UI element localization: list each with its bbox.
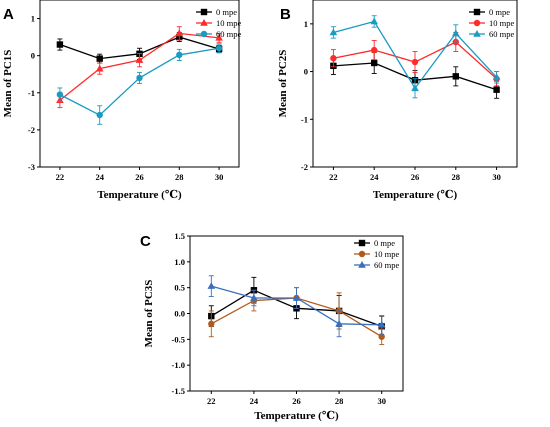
legend-marker [200,8,208,16]
legend-label: 0 mpe [489,7,510,17]
x-axis-title: Temperature (℃) [373,189,458,201]
data-point [215,45,223,52]
series-2 [56,43,223,125]
data-point [56,41,64,48]
y-axis-title: Mean of PC1S [2,50,14,118]
panel-b-chart: B -2 -1 0 1 22 24 26 28 30 Temperature (℃) Mean of … [277,0,518,201]
x-tick-label: 24 [370,172,379,182]
series-2 [207,275,386,338]
y-tick-label: -3 [28,162,35,172]
legend-marker [473,19,481,27]
y-tick-label: -0.5 [172,334,185,344]
y-tick-label: -1 [28,88,35,98]
panel-letter: A [3,6,14,23]
legend-marker [358,239,366,247]
y-tick-label: 0.5 [174,283,185,293]
data-point [56,91,64,98]
y-tick-label: 0 [304,67,308,77]
data-point [377,320,386,328]
y-tick-label: 1 [304,19,308,29]
panel-a-chart: A -3 -2 -1 0 1 22 24 26 28 30 Temperature (℃) Mean o… [2,0,241,201]
legend-marker [358,261,366,268]
data-point [411,58,419,66]
data-point [135,56,144,63]
y-tick-label: -2 [28,125,35,135]
x-tick-label: 26 [135,172,144,182]
x-tick-label: 26 [411,172,420,182]
data-point [95,64,104,72]
data-point [96,111,103,119]
x-axis-title: Temperature (℃) [254,410,339,422]
legend-label: 0 mpe [374,238,395,248]
data-point [292,294,301,301]
data-point [493,86,500,93]
data-point [215,33,223,41]
legend-marker [358,250,366,258]
x-tick-label: 30 [215,172,224,182]
data-point [207,282,216,289]
x-tick-label: 24 [250,396,259,406]
data-point [176,51,183,59]
series-2 [329,15,501,99]
data-point [335,319,343,327]
data-point [175,29,184,37]
legend-label: 10 mpe [489,18,514,28]
y-tick-label: 1 [31,14,35,24]
y-tick-label: -2 [301,162,308,172]
x-tick-label: 28 [335,396,344,406]
data-point [330,55,337,62]
y-axis-title: Mean of PC3S [143,280,155,348]
data-point [371,46,378,54]
y-tick-label: -1.0 [172,360,185,370]
data-point [492,73,501,81]
data-point [329,28,338,36]
legend-label: 0 mpe [216,7,237,17]
x-tick-label: 28 [452,172,461,182]
data-point [136,74,143,82]
data-point [208,320,215,328]
y-tick-label: -1.5 [172,386,185,396]
legend-label: 60 mpe [216,29,241,39]
data-point [452,73,459,80]
x-tick-label: 22 [329,172,338,182]
y-tick-label: -1 [301,114,308,124]
x-tick-label: 30 [492,172,501,182]
y-tick-label: 1.5 [174,231,185,241]
legend-marker [200,19,208,26]
data-point [452,29,460,37]
data-point [371,59,378,67]
series-1 [330,31,500,87]
data-point [411,84,419,92]
y-tick-label: 0 [31,51,35,61]
legend-label: 10 mpe [216,18,241,28]
data-point [378,333,385,340]
x-tick-label: 24 [95,172,104,182]
y-axis-title: Mean of PC2S [277,50,289,118]
data-point [96,55,103,62]
series-1 [56,26,223,109]
panel-c-chart: C -1.5 -1.0 -0.5 0.0 0.5 1.0 1.5 22 24 26 28 30 Tempe… [140,231,404,422]
x-axis-title: Temperature (℃) [97,189,182,201]
legend-label: 60 mpe [489,29,514,39]
x-tick-label: 26 [292,396,301,406]
legend-marker [473,30,481,37]
panel-letter: C [140,233,151,250]
x-tick-label: 22 [207,396,216,406]
x-tick-label: 22 [56,172,65,182]
data-point [370,17,378,25]
legend-marker [473,8,481,16]
data-point [250,294,258,301]
panel-letter: B [280,6,291,23]
legend-label: 10 mpe [374,249,399,259]
x-tick-label: 30 [377,396,386,406]
legend-label: 60 mpe [374,260,399,270]
y-tick-label: 1.0 [174,257,185,267]
x-tick-label: 28 [175,172,184,182]
y-tick-label: 0.0 [174,309,185,319]
legend-marker [200,30,208,38]
